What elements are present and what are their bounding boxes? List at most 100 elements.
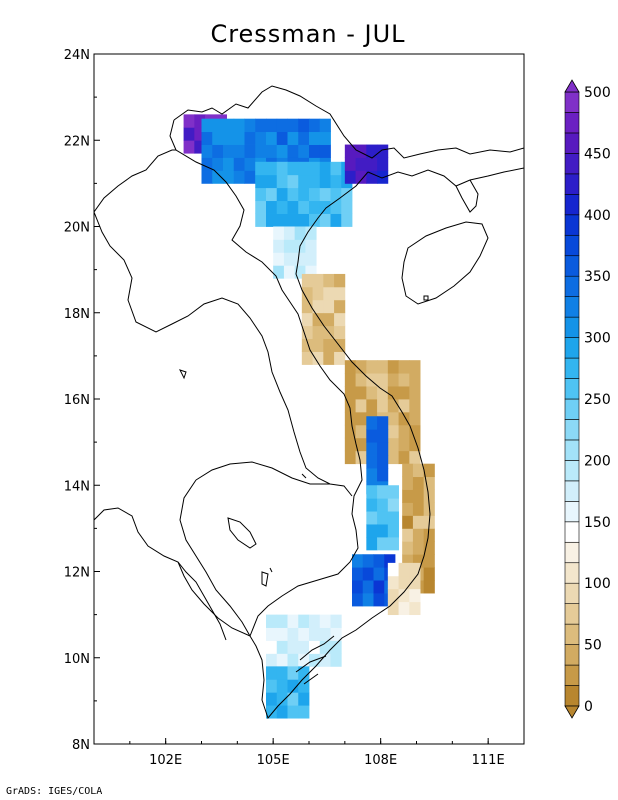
grid-cell bbox=[309, 200, 321, 214]
grid-cell bbox=[366, 360, 378, 374]
grid-cell bbox=[309, 614, 321, 628]
lon-tick-label: 111E bbox=[472, 753, 505, 768]
colorbar-swatch bbox=[564, 255, 580, 277]
grid-cell bbox=[301, 312, 313, 327]
thailand-coast bbox=[94, 507, 227, 641]
grid-cell bbox=[387, 524, 399, 538]
grid-cell bbox=[330, 627, 342, 641]
grid-cell bbox=[223, 144, 235, 158]
grid-cell bbox=[377, 442, 389, 456]
lat-tick-label: 20N bbox=[64, 221, 90, 236]
grid-cell bbox=[276, 131, 288, 145]
colorbar-swatch bbox=[564, 521, 580, 543]
colorbar-swatch bbox=[564, 623, 580, 645]
colorbar-swatch bbox=[564, 460, 580, 482]
grid-cell bbox=[309, 627, 321, 641]
grid-cell bbox=[233, 157, 245, 171]
grid-cell bbox=[287, 627, 299, 641]
grid-cell bbox=[387, 450, 399, 465]
lat-tick-label: 14N bbox=[64, 479, 90, 494]
grid-cell bbox=[366, 144, 378, 158]
grid-cell bbox=[409, 399, 421, 413]
grid-cell bbox=[312, 273, 324, 288]
lat-tick-label: 8N bbox=[72, 738, 90, 753]
grid-cell bbox=[344, 411, 356, 426]
grid-cell bbox=[276, 187, 288, 202]
grid-cell bbox=[387, 437, 399, 452]
grid-cell bbox=[412, 463, 425, 478]
grid-cell bbox=[387, 498, 399, 512]
grid-cell bbox=[287, 640, 299, 654]
grid-cell bbox=[409, 588, 421, 603]
grid-cell bbox=[341, 200, 353, 214]
grid-cell bbox=[223, 118, 235, 133]
grid-cell bbox=[266, 174, 278, 189]
grid-cell bbox=[412, 541, 425, 555]
colorbar-label: 250 bbox=[584, 392, 611, 408]
grid-cell bbox=[412, 528, 425, 542]
grid-cell bbox=[319, 640, 331, 654]
grid-cell bbox=[244, 170, 256, 184]
grid-cell bbox=[319, 200, 331, 214]
grid-cell bbox=[312, 351, 324, 365]
colorbar-swatch bbox=[564, 357, 580, 379]
grid-cell bbox=[377, 170, 389, 184]
colorbar-label: 200 bbox=[584, 453, 611, 469]
grid-cell bbox=[387, 424, 399, 439]
grid-cell bbox=[255, 144, 267, 158]
map-title: Cressman - JUL bbox=[210, 20, 405, 48]
grid-cell bbox=[287, 679, 299, 693]
grid-cell bbox=[305, 265, 317, 279]
grid-cell bbox=[223, 131, 235, 145]
grid-cell bbox=[276, 705, 288, 719]
grid-cell bbox=[387, 537, 399, 551]
grid-cell bbox=[233, 170, 245, 184]
grid-cell bbox=[344, 360, 356, 374]
grid-cell bbox=[398, 562, 410, 577]
grid-cell bbox=[305, 252, 317, 266]
grid-cell bbox=[273, 239, 285, 253]
grid-cell bbox=[212, 144, 224, 158]
guangxi-coast bbox=[367, 167, 524, 187]
lat-tick-label: 10N bbox=[64, 652, 90, 667]
grid-cell bbox=[409, 575, 421, 590]
grid-cell bbox=[398, 424, 410, 439]
grid-cell bbox=[276, 653, 288, 667]
colorbar-label: 450 bbox=[584, 146, 611, 162]
grid-cell bbox=[201, 144, 213, 158]
colorbar-swatch bbox=[564, 153, 580, 175]
grid-cell bbox=[298, 627, 310, 641]
grid-cell bbox=[334, 286, 346, 301]
grid-cell bbox=[319, 187, 331, 202]
grid-cell bbox=[330, 614, 342, 628]
grid-cell bbox=[309, 174, 321, 189]
colorbar-label: 300 bbox=[584, 331, 611, 347]
lat-tick-label: 24N bbox=[64, 48, 90, 63]
grid-cell bbox=[366, 468, 378, 482]
grid-cell bbox=[255, 213, 267, 227]
colorbar-swatch bbox=[564, 644, 580, 666]
grid-cell bbox=[377, 485, 389, 499]
grid-cell bbox=[402, 541, 414, 555]
grid-cell bbox=[398, 437, 410, 452]
grid-cell bbox=[387, 588, 399, 603]
grid-cell bbox=[298, 692, 310, 706]
bach-long-vi-island bbox=[423, 295, 429, 301]
grid-cell bbox=[387, 399, 399, 413]
grid-cell bbox=[212, 131, 224, 145]
grid-cell bbox=[319, 213, 331, 227]
grid-cell bbox=[298, 614, 310, 628]
grid-cell bbox=[384, 554, 396, 568]
grid-cell bbox=[309, 131, 321, 145]
grid-cell bbox=[402, 463, 414, 478]
grid-cell bbox=[334, 273, 346, 288]
grid-cell bbox=[309, 187, 321, 202]
grid-cell bbox=[287, 131, 299, 145]
grid-cell bbox=[323, 351, 335, 365]
grid-cell bbox=[319, 627, 331, 641]
grid-cell bbox=[352, 580, 364, 594]
grid-cell bbox=[366, 157, 378, 171]
grid-cell bbox=[398, 601, 410, 616]
grid-cell bbox=[330, 187, 342, 202]
grid-cell bbox=[344, 373, 356, 387]
